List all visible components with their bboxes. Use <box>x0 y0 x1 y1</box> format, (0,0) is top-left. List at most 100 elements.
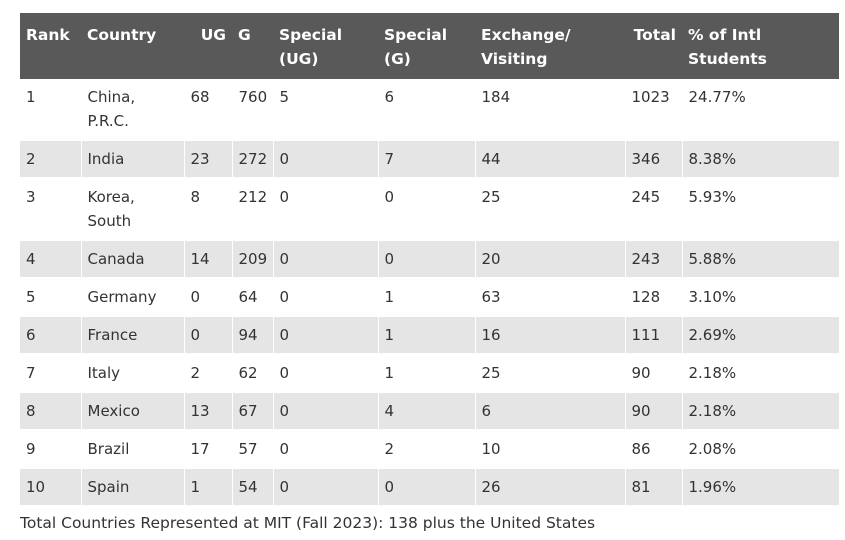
cell-country: Italy <box>81 354 185 392</box>
cell-ug: 8 <box>184 178 233 240</box>
cell-exchange-visiting: 26 <box>475 468 626 506</box>
cell-total: 346 <box>625 140 683 178</box>
international-students-table: Rank Country UG G Special (UG) Special (… <box>20 13 839 507</box>
cell-special-g: 1 <box>378 354 476 392</box>
cell-special-ug: 0 <box>273 354 379 392</box>
table-header-row: Rank Country UG G Special (UG) Special (… <box>20 13 839 79</box>
table-row: 3 Korea, South 8 212 0 0 25 245 5.93% <box>20 178 839 240</box>
cell-special-ug: 0 <box>273 316 379 354</box>
table-row: 7 Italy 2 62 0 1 25 90 2.18% <box>20 354 839 392</box>
header-rank: Rank <box>26 26 70 44</box>
cell-g: 62 <box>232 354 274 392</box>
international-students-table-container: Rank Country UG G Special (UG) Special (… <box>20 13 839 507</box>
cell-special-g: 1 <box>378 278 476 316</box>
cell-exchange-visiting: 44 <box>475 140 626 178</box>
cell-exchange-visiting: 16 <box>475 316 626 354</box>
cell-g: 67 <box>232 392 274 430</box>
cell-pct-intl: 2.08% <box>688 440 737 458</box>
cell-total: 90 <box>625 354 683 392</box>
cell-special-g: 0 <box>378 178 476 240</box>
cell-ug: 23 <box>184 140 233 178</box>
cell-special-g: 0 <box>378 468 476 506</box>
table-row: 6 France 0 94 0 1 16 111 2.69% <box>20 316 839 354</box>
cell-rank: 9 <box>20 430 82 468</box>
cell-total: 86 <box>625 430 683 468</box>
cell-special-ug: 0 <box>273 430 379 468</box>
header-pct-intl: % of Intl Students <box>688 26 767 68</box>
cell-g: 94 <box>232 316 274 354</box>
table-row: 8 Mexico 13 67 0 4 6 90 2.18% <box>20 392 839 430</box>
cell-country: Canada <box>81 240 185 278</box>
cell-exchange-visiting: 63 <box>475 278 626 316</box>
table-row: 9 Brazil 17 57 0 2 10 86 2.08% <box>20 430 839 468</box>
cell-ug: 68 <box>184 79 233 140</box>
cell-special-ug: 0 <box>273 240 379 278</box>
cell-exchange-visiting: 25 <box>475 178 626 240</box>
cell-ug: 14 <box>184 240 233 278</box>
cell-special-ug: 0 <box>273 468 379 506</box>
cell-g: 760 <box>232 79 274 140</box>
header-special-g: Special (G) <box>384 26 448 68</box>
cell-ug: 1 <box>184 468 233 506</box>
cell-ug: 0 <box>184 316 233 354</box>
header-total: Total <box>633 26 676 44</box>
cell-special-g: 0 <box>378 240 476 278</box>
cell-special-ug: 0 <box>273 140 379 178</box>
cell-country: China, P.R.C. <box>81 79 185 140</box>
cell-rank: 10 <box>20 468 82 506</box>
cell-g: 54 <box>232 468 274 506</box>
cell-exchange-visiting: 10 <box>475 430 626 468</box>
cell-rank: 6 <box>20 316 82 354</box>
cell-total: 81 <box>625 468 683 506</box>
cell-total: 128 <box>625 278 683 316</box>
cell-ug: 17 <box>184 430 233 468</box>
cell-rank: 3 <box>20 178 82 240</box>
cell-g: 272 <box>232 140 274 178</box>
cell-country: Spain <box>81 468 185 506</box>
cell-pct-intl: 5.88% <box>688 250 737 268</box>
cell-country: Korea, South <box>81 178 185 240</box>
cell-exchange-visiting: 25 <box>475 354 626 392</box>
cell-rank: 8 <box>20 392 82 430</box>
cell-pct-intl: 5.93% <box>688 188 737 206</box>
table-row: 5 Germany 0 64 0 1 63 128 3.10% <box>20 278 839 316</box>
cell-country: Brazil <box>81 430 185 468</box>
cell-pct-intl: 3.10% <box>688 288 737 306</box>
cell-special-ug: 0 <box>273 178 379 240</box>
cell-special-ug: 5 <box>273 79 379 140</box>
cell-g: 209 <box>232 240 274 278</box>
cell-special-g: 1 <box>378 316 476 354</box>
cell-rank: 7 <box>20 354 82 392</box>
cell-pct-intl: 2.18% <box>688 364 737 382</box>
cell-g: 57 <box>232 430 274 468</box>
header-ug: UG <box>200 26 226 44</box>
cell-country: Mexico <box>81 392 185 430</box>
cell-special-g: 4 <box>378 392 476 430</box>
cell-ug: 13 <box>184 392 233 430</box>
header-g: G <box>238 26 251 44</box>
cell-total: 111 <box>625 316 683 354</box>
cell-total: 90 <box>625 392 683 430</box>
cell-special-ug: 0 <box>273 392 379 430</box>
cell-exchange-visiting: 184 <box>475 79 626 140</box>
cell-ug: 0 <box>184 278 233 316</box>
cell-exchange-visiting: 6 <box>475 392 626 430</box>
cell-pct-intl: 2.18% <box>688 402 737 420</box>
cell-rank: 2 <box>20 140 82 178</box>
cell-g: 212 <box>232 178 274 240</box>
cell-g: 64 <box>232 278 274 316</box>
cell-country: India <box>81 140 185 178</box>
header-exchange-visiting: Exchange/ Visiting <box>481 26 571 68</box>
cell-pct-intl: 1.96% <box>688 478 737 496</box>
cell-special-g: 2 <box>378 430 476 468</box>
cell-pct-intl: 2.69% <box>688 326 737 344</box>
cell-special-g: 7 <box>378 140 476 178</box>
cell-rank: 5 <box>20 278 82 316</box>
cell-country: Germany <box>81 278 185 316</box>
table-row: 2 India 23 272 0 7 44 346 8.38% <box>20 140 839 178</box>
table-row: 1 China, P.R.C. 68 760 5 6 184 1023 24.77% <box>20 79 839 140</box>
header-country: Country <box>87 26 157 44</box>
table-row: 10 Spain 1 54 0 0 26 81 1.96% <box>20 468 839 506</box>
table-row: 4 Canada 14 209 0 0 20 243 5.88% <box>20 240 839 278</box>
cell-special-g: 6 <box>378 79 476 140</box>
